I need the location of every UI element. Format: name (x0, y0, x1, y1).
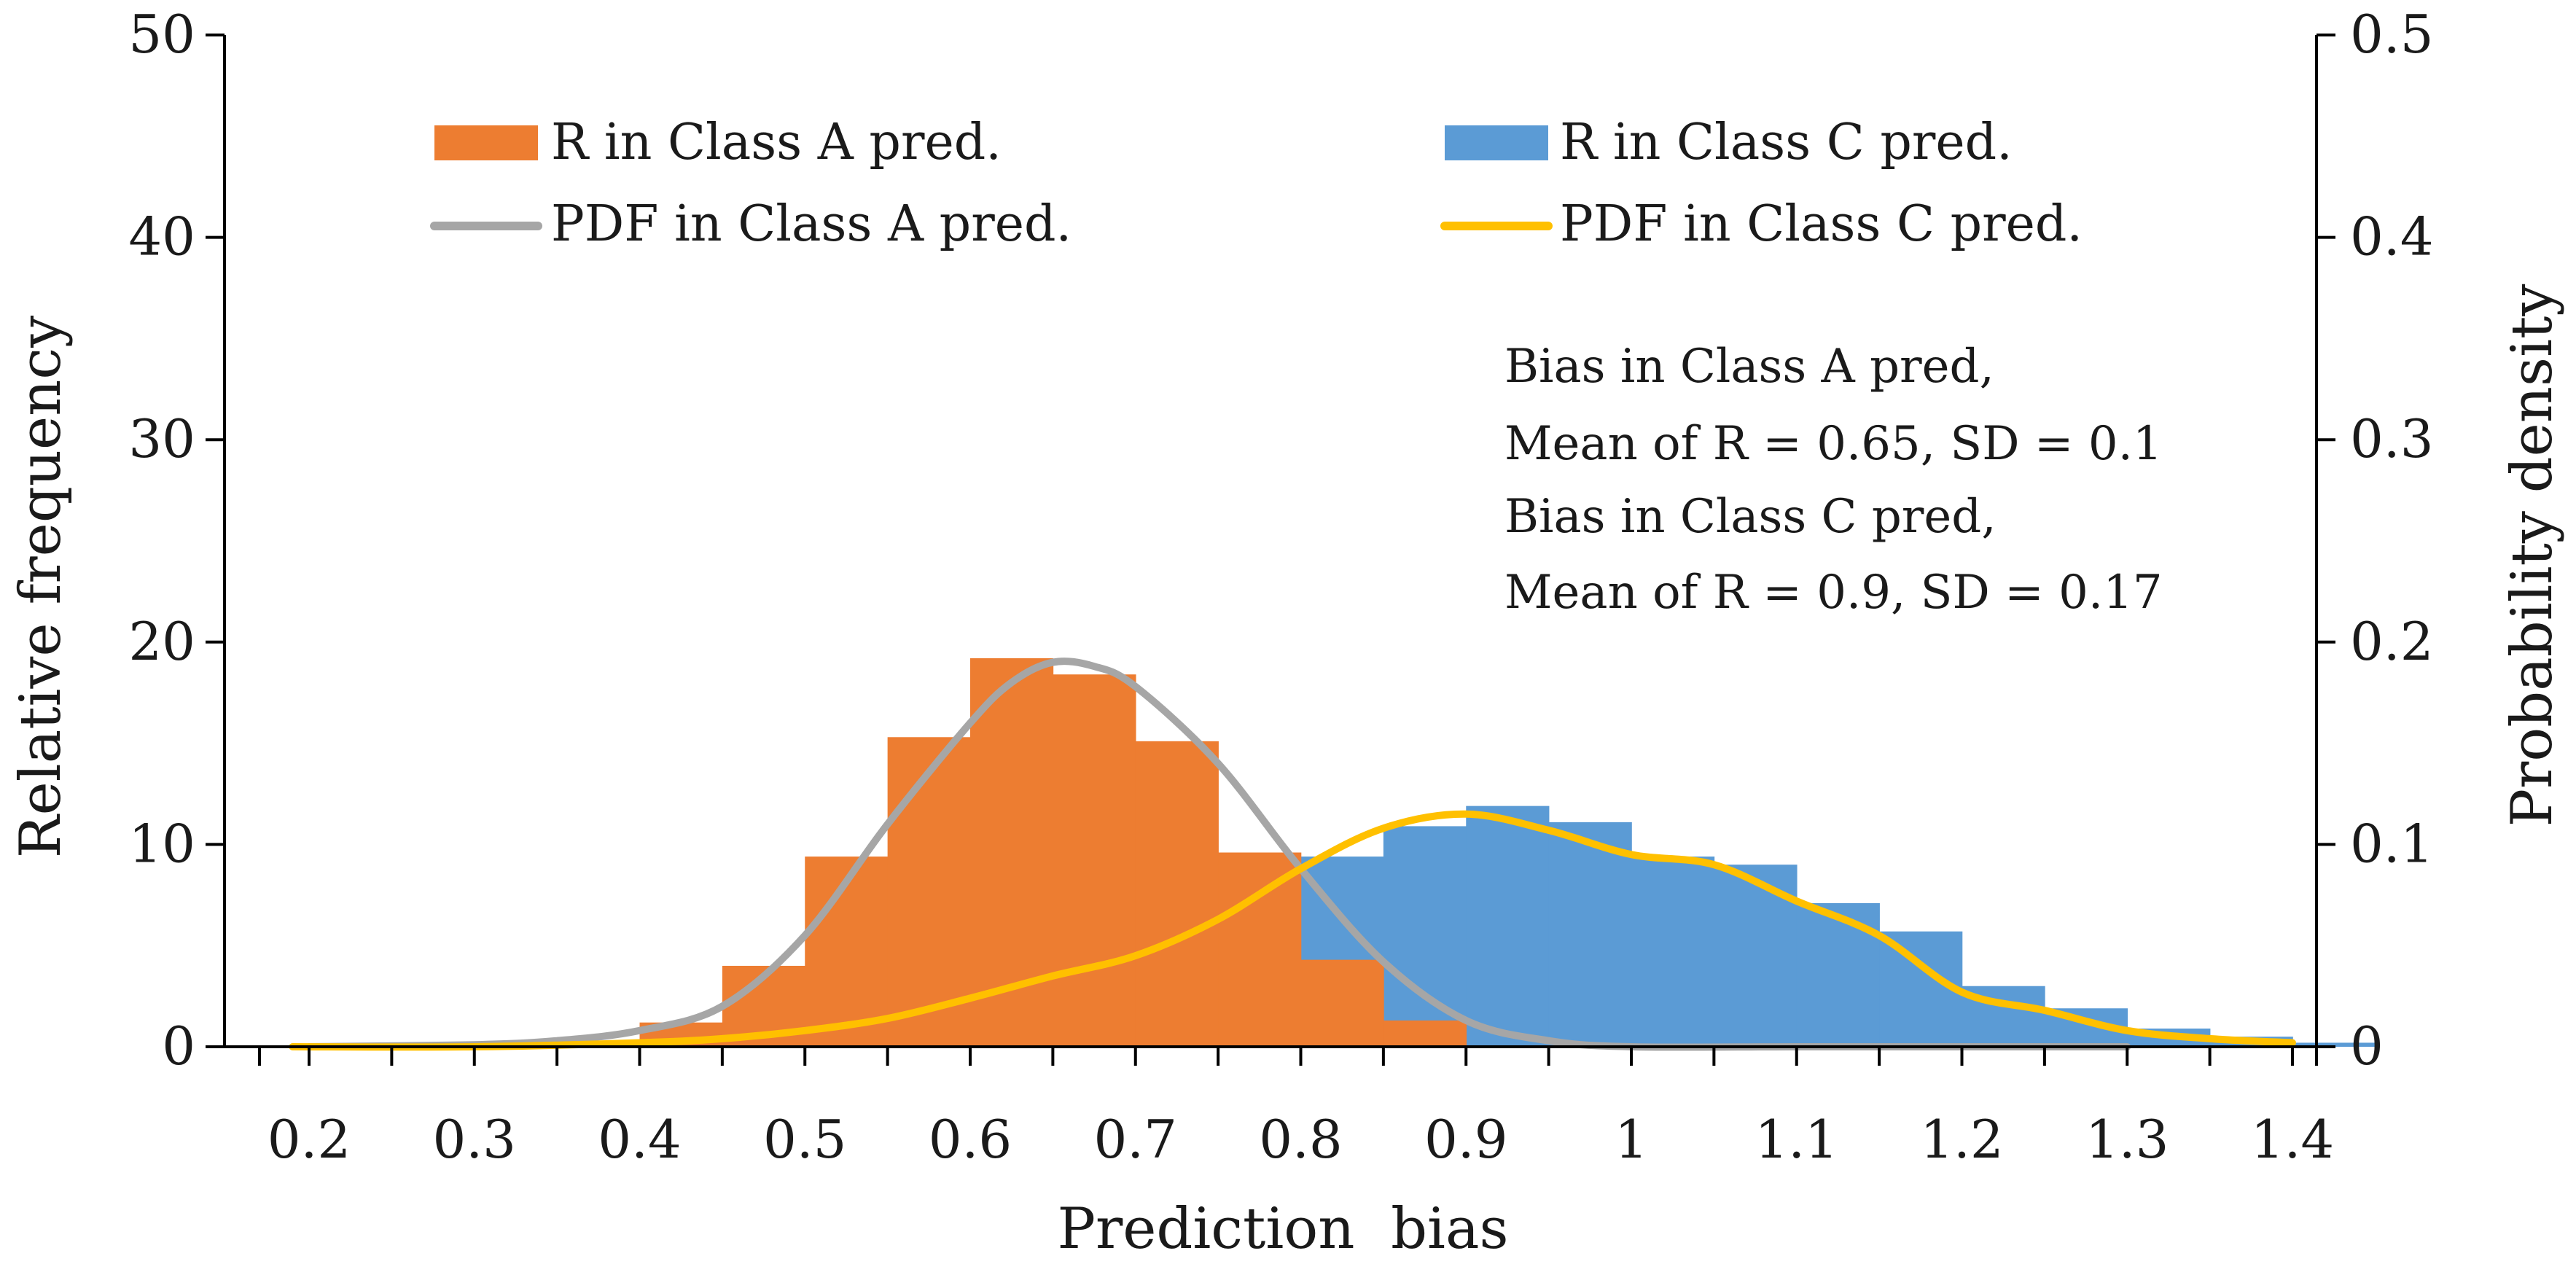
class-a-bar-3 (805, 857, 889, 1047)
y-axis-title-left: Relative frequency (8, 316, 74, 858)
y-right-tick-label-0: 0 (2350, 1015, 2384, 1077)
x-tick-label-0: 0.2 (268, 1109, 351, 1170)
class-a-bar-9 (1300, 959, 1384, 1047)
x-tick-label-5: 0.7 (1093, 1109, 1177, 1170)
y-left-tick-label-1: 10 (128, 813, 195, 874)
y-left-tick-label-0: 0 (162, 1015, 195, 1077)
legend: R in Class A pred. R in Class C pred. PD… (430, 114, 2083, 253)
x-tick-label-9: 1.1 (1755, 1109, 1838, 1170)
class-c-pdf-curve (289, 810, 2296, 1051)
class-c-bar-10 (1466, 805, 1550, 1047)
y-right-tick-label-4: 0.4 (2350, 206, 2434, 268)
legend-label-class-c-pdf: PDF in Class C pred. (1560, 195, 2083, 253)
x-tick-label-3: 0.5 (763, 1109, 847, 1170)
legend-swatch-class-a-bars (434, 125, 538, 160)
y-right-tick-label-2: 0.2 (2350, 611, 2434, 672)
y-right-tick-label-5: 0.5 (2350, 4, 2434, 65)
class-a-bar-6 (1053, 674, 1136, 1047)
class-a-bar-10 (1383, 1020, 1467, 1047)
x-tick-label-8: 1 (1615, 1109, 1648, 1170)
stats-annotation: Bias in Class A pred, Mean of R = 0.65, … (1504, 340, 2163, 620)
x-tick-label-10: 1.2 (1920, 1109, 2004, 1170)
annotation-line-3: Bias in Class C pred, (1504, 490, 1997, 544)
y-left-tick-label-3: 30 (128, 408, 195, 469)
class-c-bar-20 (2292, 1042, 2376, 1047)
x-tick-label-2: 0.4 (598, 1109, 682, 1170)
x-tick-label-4: 0.6 (929, 1109, 1012, 1170)
tick-labels: 0 10 20 30 40 50 0 0.1 0.2 0.3 0.4 0.5 0.2 0.3 0.4 0.5 0… (128, 4, 2433, 1170)
y-right-tick-label-3: 0.3 (2350, 408, 2434, 469)
y-axis-title-right: Probability density (2499, 284, 2565, 827)
axes (206, 34, 2335, 1066)
annotation-line-2: Mean of R = 0.65, SD = 0.1 (1504, 417, 2163, 471)
annotation-line-4: Mean of R = 0.9, SD = 0.17 (1504, 566, 2163, 620)
class-a-bars (557, 658, 1467, 1047)
annotation-line-1: Bias in Class A pred, (1504, 340, 1994, 394)
class-c-bar-12 (1631, 857, 1715, 1047)
x-tick-label-6: 0.8 (1259, 1109, 1343, 1170)
x-tick-label-1: 0.3 (432, 1109, 516, 1170)
class-c-bar-11 (1548, 822, 1632, 1047)
y-right-tick-label-1: 0.1 (2350, 813, 2434, 874)
y-left-tick-label-5: 50 (128, 4, 195, 65)
x-tick-label-12: 1.4 (2251, 1109, 2335, 1170)
class-a-bar-7 (1135, 741, 1219, 1047)
legend-label-class-a-bars: R in Class A pred. (551, 114, 1002, 171)
class-a-bar-4 (887, 737, 971, 1047)
legend-label-class-a-pdf: PDF in Class A pred. (551, 195, 1072, 253)
y-left-tick-label-2: 20 (128, 611, 195, 672)
x-axis-title: Prediction bias (1058, 1196, 1509, 1262)
legend-label-class-c-bars: R in Class C pred. (1560, 114, 2013, 171)
x-tick-label-7: 0.9 (1424, 1109, 1508, 1170)
x-tick-label-11: 1.3 (2085, 1109, 2169, 1170)
class-c-bar-14 (1796, 902, 1880, 1047)
legend-swatch-class-c-bars (1445, 125, 1548, 160)
y-left-tick-label-4: 40 (128, 206, 195, 268)
class-a-bar-8 (1218, 852, 1302, 1047)
